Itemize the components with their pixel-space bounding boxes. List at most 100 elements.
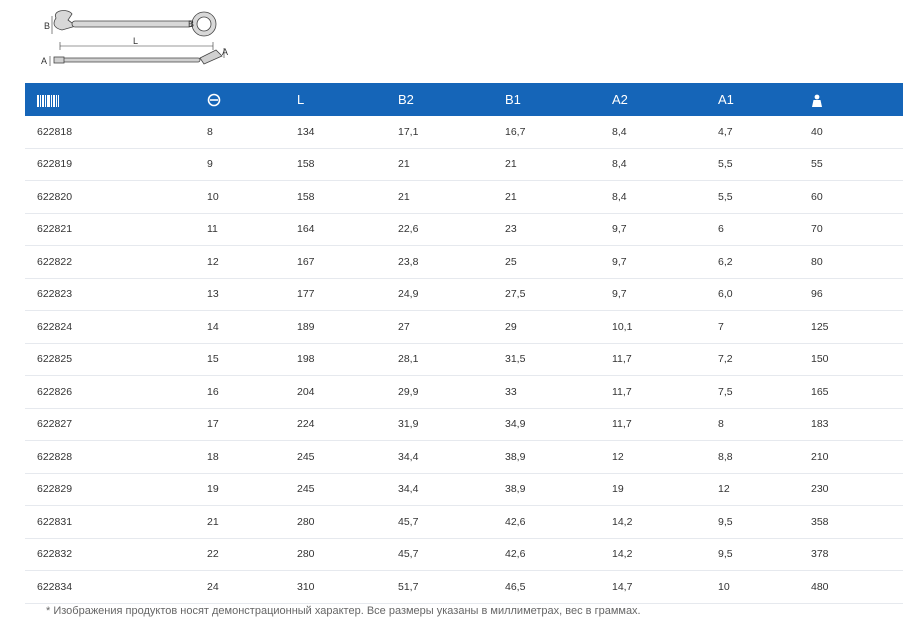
table-row: 622818 8 134 17,1 16,7 8,4 4,7 40 bbox=[25, 116, 903, 149]
table-row: 622834 24 310 51,7 46,5 14,7 10 480 bbox=[25, 571, 903, 604]
cell-b1: 25 bbox=[505, 255, 517, 268]
table-row: 622826 16 204 29,9 33 11,7 7,5 165 bbox=[25, 376, 903, 409]
table-row: 622824 14 189 27 29 10,1 7 125 bbox=[25, 311, 903, 344]
cell-a2: 8,4 bbox=[612, 125, 627, 138]
header-article bbox=[37, 92, 59, 107]
cell-weight: 80 bbox=[811, 255, 823, 268]
cell-b1: 42,6 bbox=[505, 548, 526, 561]
cell-b1: 42,6 bbox=[505, 515, 526, 528]
cell-article: 622820 bbox=[37, 190, 73, 203]
cell-a1: 5,5 bbox=[718, 158, 733, 171]
cell-a2: 14,2 bbox=[612, 548, 633, 561]
cell-article: 622829 bbox=[37, 483, 73, 496]
cell-b2: 28,1 bbox=[398, 353, 419, 366]
cell-length: 189 bbox=[297, 320, 315, 333]
header-b2: B2 bbox=[398, 92, 414, 107]
barcode-icon bbox=[37, 94, 59, 107]
cell-length: 204 bbox=[297, 385, 315, 398]
cell-article: 622832 bbox=[37, 548, 73, 561]
table-row: 622822 12 167 23,8 25 9,7 6,2 80 bbox=[25, 246, 903, 279]
table-header: L B2 B1 A2 A1 bbox=[25, 83, 903, 116]
cell-article: 622831 bbox=[37, 515, 73, 528]
cell-b2: 21 bbox=[398, 158, 410, 171]
cell-length: 280 bbox=[297, 548, 315, 561]
cell-a2: 9,7 bbox=[612, 255, 627, 268]
cell-a2: 14,2 bbox=[612, 515, 633, 528]
footnote: * Изображения продуктов носят демонстрац… bbox=[46, 605, 641, 617]
header-b1: B1 bbox=[505, 92, 521, 107]
cell-weight: 70 bbox=[811, 223, 823, 236]
cell-b1: 34,9 bbox=[505, 418, 526, 431]
cell-a2: 14,7 bbox=[612, 580, 633, 593]
cell-a2: 11,7 bbox=[612, 385, 632, 398]
cell-b2: 27 bbox=[398, 320, 410, 333]
cell-b1: 31,5 bbox=[505, 353, 526, 366]
cell-a1: 7 bbox=[718, 320, 724, 333]
cell-b1: 29 bbox=[505, 320, 517, 333]
cell-b1: 33 bbox=[505, 385, 517, 398]
cell-size: 9 bbox=[207, 158, 213, 171]
table-row: 622819 9 158 21 21 8,4 5,5 55 bbox=[25, 149, 903, 181]
cell-a1: 5,5 bbox=[718, 190, 733, 203]
cell-b1: 21 bbox=[505, 190, 517, 203]
cell-a1: 8,8 bbox=[718, 450, 733, 463]
a-left-label: A bbox=[41, 56, 47, 66]
cell-weight: 40 bbox=[811, 125, 823, 138]
cell-size: 24 bbox=[207, 580, 219, 593]
cell-weight: 96 bbox=[811, 288, 823, 301]
table-row: 622821 11 164 22,6 23 9,7 6 70 bbox=[25, 214, 903, 246]
cell-b2: 17,1 bbox=[398, 125, 419, 138]
cell-a1: 8 bbox=[718, 418, 724, 431]
table-row: 622829 19 245 34,4 38,9 19 12 230 bbox=[25, 474, 903, 506]
cell-a2: 9,7 bbox=[612, 223, 627, 236]
cell-weight: 165 bbox=[811, 385, 829, 398]
header-a2: A2 bbox=[612, 92, 628, 107]
cell-weight: 210 bbox=[811, 450, 829, 463]
cell-size: 17 bbox=[207, 418, 219, 431]
cell-length: 245 bbox=[297, 450, 315, 463]
table-row: 622831 21 280 45,7 42,6 14,2 9,5 358 bbox=[25, 506, 903, 539]
wrench-drawing: B B L A A bbox=[41, 10, 228, 66]
cell-size: 19 bbox=[207, 483, 219, 496]
wrench-size-icon bbox=[207, 93, 221, 107]
cell-a1: 12 bbox=[718, 483, 730, 496]
cell-a1: 4,7 bbox=[718, 125, 733, 138]
cell-a1: 6 bbox=[718, 223, 724, 236]
cell-b2: 22,6 bbox=[398, 223, 419, 236]
cell-b1: 46,5 bbox=[505, 580, 526, 593]
cell-a1: 9,5 bbox=[718, 548, 733, 561]
cell-size: 18 bbox=[207, 450, 219, 463]
cell-length: 164 bbox=[297, 223, 315, 236]
cell-b2: 34,4 bbox=[398, 483, 419, 496]
cell-weight: 60 bbox=[811, 190, 823, 203]
cell-a1: 10 bbox=[718, 580, 730, 593]
cell-size: 16 bbox=[207, 385, 219, 398]
cell-b2: 34,4 bbox=[398, 450, 419, 463]
cell-length: 158 bbox=[297, 190, 315, 203]
cell-article: 622826 bbox=[37, 385, 73, 398]
table-row: 622820 10 158 21 21 8,4 5,5 60 bbox=[25, 181, 903, 214]
cell-length: 224 bbox=[297, 418, 315, 431]
header-size bbox=[207, 92, 221, 108]
cell-article: 622825 bbox=[37, 353, 73, 366]
cell-length: 177 bbox=[297, 288, 315, 301]
cell-a1: 9,5 bbox=[718, 515, 733, 528]
cell-b1: 21 bbox=[505, 158, 517, 171]
cell-size: 13 bbox=[207, 288, 219, 301]
cell-size: 12 bbox=[207, 255, 219, 268]
cell-article: 622818 bbox=[37, 125, 73, 138]
cell-weight: 230 bbox=[811, 483, 829, 496]
cell-a1: 7,5 bbox=[718, 385, 733, 398]
cell-weight: 150 bbox=[811, 353, 829, 366]
cell-size: 10 bbox=[207, 190, 219, 203]
table-row: 622828 18 245 34,4 38,9 12 8,8 210 bbox=[25, 441, 903, 474]
cell-length: 198 bbox=[297, 353, 315, 366]
length-label: L bbox=[133, 36, 138, 46]
table-row: 622825 15 198 28,1 31,5 11,7 7,2 150 bbox=[25, 344, 903, 376]
cell-article: 622824 bbox=[37, 320, 73, 333]
cell-size: 15 bbox=[207, 353, 219, 366]
cell-article: 622828 bbox=[37, 450, 73, 463]
cell-size: 21 bbox=[207, 515, 219, 528]
cell-weight: 183 bbox=[811, 418, 829, 431]
cell-a2: 10,1 bbox=[612, 320, 633, 333]
